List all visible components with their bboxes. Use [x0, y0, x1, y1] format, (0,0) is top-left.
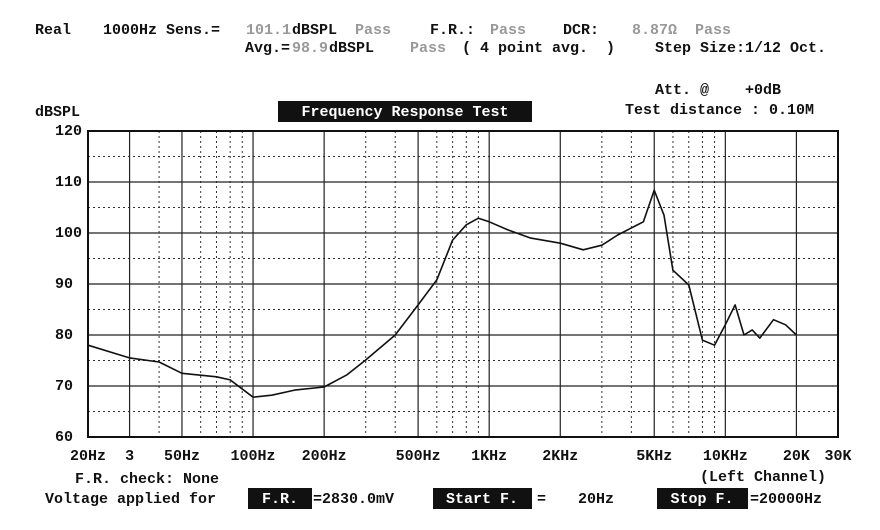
x-tick-label: 30K	[824, 448, 851, 465]
x-tick-label: 5KHz	[636, 448, 672, 465]
x-tick-label: 1KHz	[471, 448, 507, 465]
stop-box	[657, 488, 748, 509]
stop-value: =20000Hz	[750, 491, 822, 508]
avg-status: Pass	[410, 40, 446, 57]
att-label: Att. @	[655, 82, 709, 99]
x-tick-label: 10KHz	[703, 448, 748, 465]
y-tick-label: 100	[55, 225, 82, 242]
step-size: Step Size:1/12 Oct.	[655, 40, 826, 57]
y-tick-label: 70	[55, 378, 73, 395]
x-tick-label: 50Hz	[164, 448, 200, 465]
stop-box-label: Stop F.	[670, 491, 733, 508]
x-tick-label: 2KHz	[542, 448, 578, 465]
sens-unit: dBSPL	[292, 22, 337, 39]
dcr-status: Pass	[695, 22, 731, 39]
response-curve	[87, 189, 797, 398]
x-tick-label: 20K	[783, 448, 810, 465]
y-tick-label: 90	[55, 276, 73, 293]
att-value: +0dB	[745, 82, 781, 99]
y-axis-label: dBSPL	[35, 104, 80, 121]
sens-label: 1000Hz Sens.=	[103, 22, 220, 39]
x-tick-label: 3	[125, 448, 134, 465]
sens-value: 101.1	[246, 22, 291, 39]
y-tick-label: 110	[55, 174, 82, 191]
fr-status: Pass	[490, 22, 526, 39]
y-tick-label: 60	[55, 429, 73, 446]
x-tick-label: 500Hz	[396, 448, 441, 465]
dcr-value: 8.87Ω	[632, 22, 677, 39]
chart-title: Frequency Response Test	[301, 104, 508, 121]
avg-note: ( 4 point avg. )	[462, 40, 615, 57]
title-box	[278, 101, 532, 122]
fr-label: F.R.:	[430, 22, 475, 39]
dcr-label: DCR:	[563, 22, 599, 39]
fr-check: F.R. check: None	[75, 471, 219, 488]
start-box-label: Start F.	[446, 491, 518, 508]
channel: (Left Channel)	[700, 469, 826, 486]
fr-box	[248, 488, 312, 509]
voltage-label: Voltage applied for	[45, 491, 216, 508]
start-box	[433, 488, 532, 509]
plot-frame	[87, 130, 839, 438]
start-value: 20Hz	[578, 491, 614, 508]
sens-status: Pass	[355, 22, 391, 39]
y-tick-label: 80	[55, 327, 73, 344]
start-eq: =	[537, 491, 546, 508]
avg-unit: dBSPL	[329, 40, 374, 57]
x-tick-label: 100Hz	[231, 448, 276, 465]
fr-box-label: F.R.	[262, 491, 298, 508]
mode: Real	[35, 22, 71, 39]
voltage-value: =2830.0mV	[313, 491, 394, 508]
avg-label: Avg.=	[245, 40, 290, 57]
test-distance: Test distance : 0.10M	[625, 102, 814, 119]
x-tick-label: 20Hz	[70, 448, 106, 465]
y-tick-label: 120	[55, 123, 82, 140]
x-tick-label: 200Hz	[302, 448, 347, 465]
avg-value: 98.9	[292, 40, 328, 57]
